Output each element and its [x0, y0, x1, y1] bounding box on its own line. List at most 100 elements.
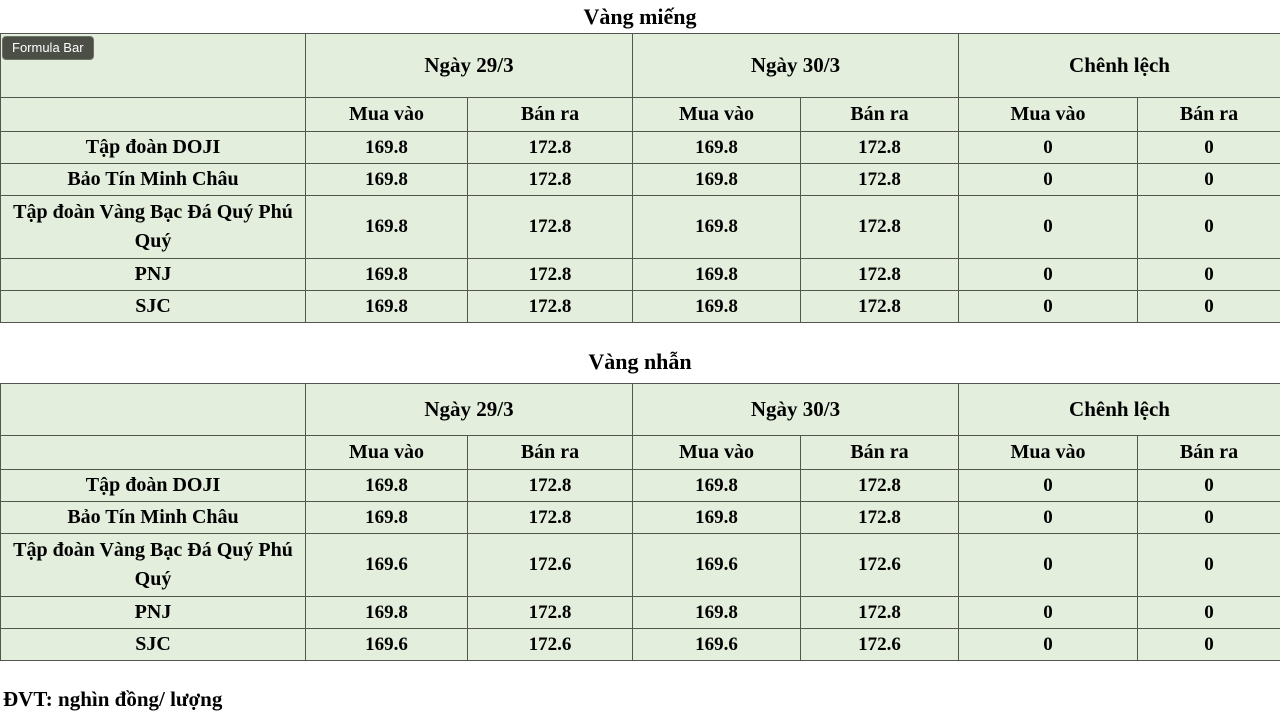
value-cell[interactable]: 0	[958, 596, 1138, 629]
value-cell[interactable]: 169.8	[305, 195, 468, 259]
value-cell[interactable]: 0	[958, 290, 1138, 323]
group-header-row: Ngày 29/3 Ngày 30/3 Chênh lệch	[0, 383, 1280, 436]
value-cell[interactable]: 172.8	[800, 596, 959, 629]
value-cell[interactable]: 0	[1137, 501, 1280, 534]
row-label-cell[interactable]: Tập đoàn DOJI	[0, 469, 306, 502]
subheader-cell[interactable]: Mua vào	[958, 435, 1138, 470]
value-cell[interactable]: 172.6	[800, 533, 959, 597]
value-cell[interactable]: 0	[1137, 628, 1280, 661]
row-label-cell[interactable]: PNJ	[0, 596, 306, 629]
group-header-cell[interactable]: Ngày 29/3	[305, 33, 633, 98]
formula-bar-tooltip: Formula Bar	[2, 36, 94, 60]
gold-ring-price-table: Ngày 29/3 Ngày 30/3 Chênh lệch Mua vào B…	[0, 383, 1280, 661]
value-cell[interactable]: 169.6	[632, 533, 801, 597]
subheader-cell[interactable]: Bán ra	[467, 97, 633, 132]
group-header-cell[interactable]: Ngày 30/3	[632, 33, 959, 98]
subheader-cell[interactable]: Bán ra	[467, 435, 633, 470]
subheader-cell[interactable]: Mua vào	[305, 97, 468, 132]
row-label-cell[interactable]: Tập đoàn Vàng Bạc Đá Quý Phú Quý	[0, 533, 306, 597]
value-cell[interactable]: 0	[958, 131, 1138, 164]
value-cell[interactable]: 169.8	[632, 131, 801, 164]
value-cell[interactable]: 169.6	[632, 628, 801, 661]
value-cell[interactable]: 169.8	[632, 195, 801, 259]
corner-cell[interactable]	[0, 435, 306, 470]
value-cell[interactable]: 172.8	[467, 195, 633, 259]
value-cell[interactable]: 172.8	[800, 501, 959, 534]
value-cell[interactable]: 169.8	[632, 290, 801, 323]
value-cell[interactable]: 0	[958, 195, 1138, 259]
subheader-cell[interactable]: Bán ra	[800, 435, 959, 470]
value-cell[interactable]: 172.8	[800, 469, 959, 502]
table-title-vang-nhan: Vàng nhẫn	[588, 349, 692, 374]
group-header-cell[interactable]: Ngày 29/3	[305, 383, 633, 436]
subheader-cell[interactable]: Bán ra	[1137, 435, 1280, 470]
value-cell[interactable]: 169.8	[632, 258, 801, 291]
value-cell[interactable]: 0	[1137, 163, 1280, 196]
value-cell[interactable]: 169.8	[632, 163, 801, 196]
value-cell[interactable]: 169.6	[305, 628, 468, 661]
subheader-cell[interactable]: Mua vào	[305, 435, 468, 470]
value-cell[interactable]: 169.8	[305, 163, 468, 196]
unit-note: ĐVT: nghìn đồng/ lượng	[3, 687, 223, 711]
value-cell[interactable]: 0	[958, 501, 1138, 534]
value-cell[interactable]: 169.6	[305, 533, 468, 597]
subheader-cell[interactable]: Mua vào	[958, 97, 1138, 132]
value-cell[interactable]: 172.8	[467, 469, 633, 502]
value-cell[interactable]: 169.8	[305, 596, 468, 629]
value-cell[interactable]: 169.8	[305, 258, 468, 291]
row-label-cell[interactable]: SJC	[0, 290, 306, 323]
table-row: Tập đoàn DOJI 169.8 172.8 169.8 172.8 0 …	[0, 131, 1280, 164]
group-header-cell[interactable]: Ngày 30/3	[632, 383, 959, 436]
value-cell[interactable]: 172.8	[467, 131, 633, 164]
value-cell[interactable]: 0	[958, 258, 1138, 291]
value-cell[interactable]: 172.6	[467, 533, 633, 597]
value-cell[interactable]: 0	[1137, 533, 1280, 597]
value-cell[interactable]: 0	[1137, 596, 1280, 629]
value-cell[interactable]: 0	[1137, 131, 1280, 164]
value-cell[interactable]: 0	[958, 628, 1138, 661]
value-cell[interactable]: 172.8	[800, 131, 959, 164]
value-cell[interactable]: 172.8	[467, 258, 633, 291]
corner-cell[interactable]	[0, 383, 306, 436]
value-cell[interactable]: 0	[1137, 195, 1280, 259]
group-header-cell[interactable]: Chênh lệch	[958, 383, 1280, 436]
value-cell[interactable]: 0	[958, 469, 1138, 502]
value-cell[interactable]: 172.8	[467, 596, 633, 629]
value-cell[interactable]: 172.6	[467, 628, 633, 661]
value-cell[interactable]: 169.8	[632, 501, 801, 534]
subheader-cell[interactable]: Bán ra	[1137, 97, 1280, 132]
subheader-row: Mua vào Bán ra Mua vào Bán ra Mua vào Bá…	[0, 97, 1280, 132]
row-label-cell[interactable]: Bảo Tín Minh Châu	[0, 501, 306, 534]
row-label-cell[interactable]: Tập đoàn DOJI	[0, 131, 306, 164]
value-cell[interactable]: 0	[1137, 258, 1280, 291]
table-row: Bảo Tín Minh Châu 169.8 172.8 169.8 172.…	[0, 163, 1280, 196]
value-cell[interactable]: 169.8	[632, 596, 801, 629]
row-label-cell[interactable]: Tập đoàn Vàng Bạc Đá Quý Phú Quý	[0, 195, 306, 259]
value-cell[interactable]: 169.8	[305, 501, 468, 534]
value-cell[interactable]: 172.8	[800, 163, 959, 196]
value-cell[interactable]: 0	[1137, 290, 1280, 323]
subheader-cell[interactable]: Mua vào	[632, 435, 801, 470]
corner-cell[interactable]	[0, 97, 306, 132]
subheader-cell[interactable]: Mua vào	[632, 97, 801, 132]
value-cell[interactable]: 172.8	[800, 195, 959, 259]
row-label-cell[interactable]: Bảo Tín Minh Châu	[0, 163, 306, 196]
value-cell[interactable]: 169.8	[305, 290, 468, 323]
value-cell[interactable]: 172.8	[800, 290, 959, 323]
value-cell[interactable]: 169.8	[305, 131, 468, 164]
value-cell[interactable]: 172.8	[467, 501, 633, 534]
value-cell[interactable]: 0	[1137, 469, 1280, 502]
value-cell[interactable]: 172.8	[800, 258, 959, 291]
value-cell[interactable]: 169.8	[305, 469, 468, 502]
group-header-cell[interactable]: Chênh lệch	[958, 33, 1280, 98]
value-cell[interactable]: 169.8	[632, 469, 801, 502]
row-label-cell[interactable]: SJC	[0, 628, 306, 661]
row-label-cell[interactable]: PNJ	[0, 258, 306, 291]
value-cell[interactable]: 0	[958, 533, 1138, 597]
value-cell[interactable]: 172.8	[467, 290, 633, 323]
value-cell[interactable]: 0	[958, 163, 1138, 196]
value-cell[interactable]: 172.8	[467, 163, 633, 196]
subheader-cell[interactable]: Bán ra	[800, 97, 959, 132]
value-cell[interactable]: 172.6	[800, 628, 959, 661]
